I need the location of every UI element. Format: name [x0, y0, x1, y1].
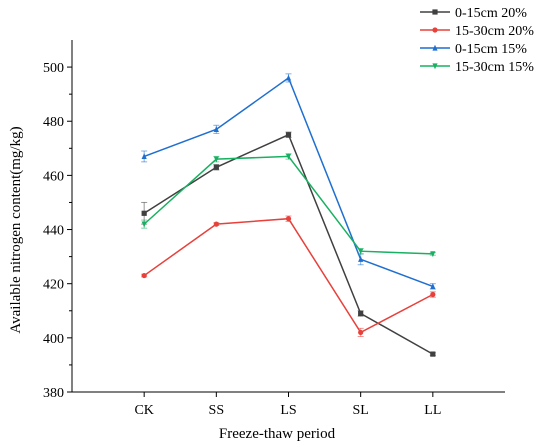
- data-point: [358, 329, 364, 336]
- y-tick-label: 500: [43, 61, 64, 76]
- x-tick-label: SS: [209, 403, 225, 418]
- data-point: [141, 153, 147, 160]
- legend-entry-1: 0-15cm 20%: [420, 6, 527, 21]
- legend-label: 15-30cm 15%: [455, 60, 534, 75]
- legend-marker: [432, 27, 438, 33]
- series-4: [141, 153, 436, 258]
- legend: 0-15cm 20% 15-30cm 20% 0-15cm 15% 15-30cm 1…: [420, 6, 534, 75]
- data-point: [141, 272, 147, 279]
- y-tick-label: 400: [43, 332, 64, 347]
- series-layer: [141, 73, 436, 357]
- y-tick-label: 460: [43, 169, 64, 184]
- x-tick-label: LL: [424, 403, 441, 418]
- x-tick-label: LS: [280, 403, 296, 418]
- legend-label: 0-15cm 15%: [455, 42, 527, 57]
- data-point: [213, 126, 219, 132]
- series-1: [141, 131, 436, 357]
- data-point: [285, 216, 292, 222]
- series-line: [143, 155, 433, 255]
- x-tick-label: CK: [134, 403, 153, 418]
- data-point: [285, 153, 292, 160]
- data-point: [285, 132, 292, 138]
- legend-marker: [432, 44, 438, 51]
- x-axis-title: Freeze-thaw period: [219, 426, 336, 442]
- y-tick-label: 380: [43, 386, 64, 401]
- data-point: [358, 310, 364, 317]
- data-point: [285, 74, 292, 81]
- data-point: [430, 351, 436, 357]
- data-point: [358, 256, 364, 262]
- legend-entry-3: 0-15cm 15%: [420, 42, 527, 57]
- y-axis-title: Available nitrogen content(mg/kg): [8, 126, 24, 333]
- data-point: [141, 210, 147, 216]
- data-point: [430, 251, 436, 258]
- data-point: [141, 221, 147, 228]
- legend-marker: [432, 63, 438, 70]
- data-point: [213, 221, 219, 227]
- series-2: [141, 215, 436, 337]
- legend-label: 15-30cm 20%: [455, 24, 534, 39]
- data-point: [358, 248, 364, 255]
- data-point: [213, 156, 219, 163]
- data-point: [213, 164, 219, 170]
- series-3: [141, 73, 436, 290]
- data-point: [430, 291, 436, 298]
- y-tick-label: 420: [43, 278, 64, 293]
- x-tick-label: SL: [352, 403, 368, 418]
- legend-marker: [432, 9, 438, 15]
- series-line: [143, 76, 434, 288]
- data-point: [430, 283, 436, 289]
- y-tick-label: 480: [43, 115, 64, 130]
- legend-label: 0-15cm 20%: [455, 6, 527, 21]
- axes: 380 400 420 440 460 480 500 CK SS LS SL LL: [43, 40, 505, 418]
- series-line: [143, 217, 434, 334]
- legend-entry-2: 15-30cm 20%: [420, 24, 534, 39]
- y-tick-label: 440: [43, 224, 64, 239]
- legend-entry-4: 15-30cm 15%: [420, 60, 534, 75]
